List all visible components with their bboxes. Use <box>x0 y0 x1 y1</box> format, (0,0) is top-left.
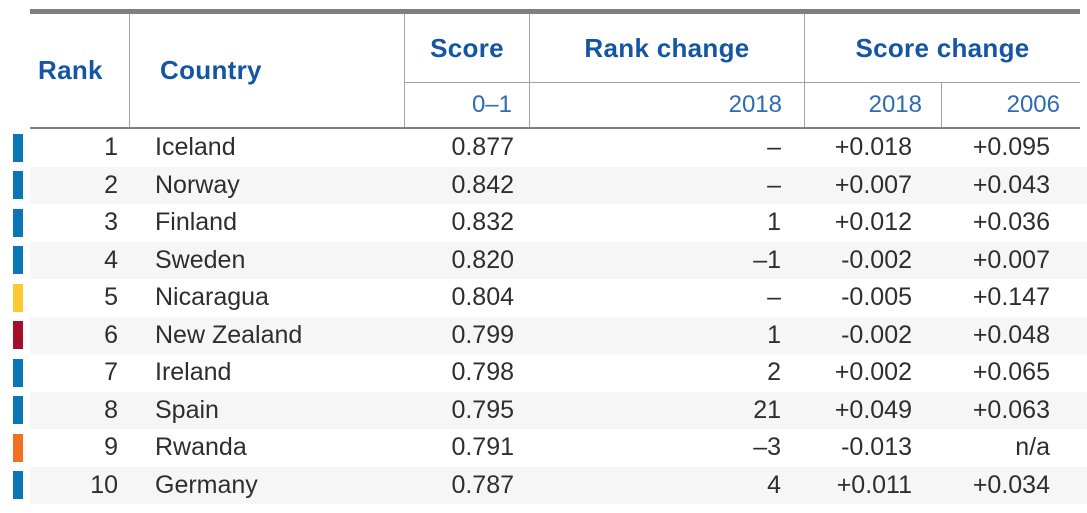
rank-cell: 2 <box>104 170 118 199</box>
rank-change-cell: 1 <box>767 208 781 237</box>
score-cell: 0.791 <box>451 433 514 462</box>
col-header-rank: Rank <box>30 14 130 127</box>
score-change-2018-cell: +0.018 <box>834 133 912 162</box>
table-top-rule <box>30 9 1080 14</box>
score-cell: 0.842 <box>451 170 514 199</box>
score-change-2006-cell: +0.043 <box>972 170 1050 199</box>
rank-cell: 5 <box>104 283 118 312</box>
score-change-2018-cell: -0.013 <box>841 433 912 462</box>
table-row: 10 Germany 0.787 4 +0.011 +0.034 <box>0 466 1087 504</box>
score-change-2006-cell: +0.095 <box>972 133 1050 162</box>
score-change-2006-cell: +0.007 <box>972 245 1050 274</box>
rank-change-cell: – <box>767 283 781 312</box>
country-cell: Spain <box>155 395 219 424</box>
table-row: 9 Rwanda 0.791 –3 -0.013 n/a <box>0 429 1087 467</box>
region-color-bar <box>13 396 23 425</box>
score-cell: 0.832 <box>451 208 514 237</box>
region-color-bar <box>13 246 23 275</box>
score-change-2018-cell: +0.007 <box>834 170 912 199</box>
score-change-2018-cell: +0.049 <box>834 395 912 424</box>
region-color-bar <box>13 283 23 312</box>
rank-cell: 6 <box>104 320 118 349</box>
score-change-2018-cell: +0.011 <box>836 470 912 499</box>
score-change-2018-cell: -0.002 <box>841 245 912 274</box>
rank-cell: 4 <box>104 245 118 274</box>
country-cell: New Zealand <box>155 320 303 349</box>
region-color-bar <box>13 471 23 500</box>
score-cell: 0.795 <box>451 395 514 424</box>
rank-cell: 9 <box>104 433 118 462</box>
rank-cell: 7 <box>104 358 118 387</box>
score-cell: 0.877 <box>451 133 514 162</box>
col-header-score-change: Score change <box>805 14 1080 83</box>
region-color-bar <box>13 208 23 237</box>
country-cell: Nicaragua <box>155 283 269 312</box>
rank-cell: 1 <box>104 133 118 162</box>
country-cell: Ireland <box>155 358 232 387</box>
country-cell: Rwanda <box>155 433 247 462</box>
table-row: 8 Spain 0.795 21 +0.049 +0.063 <box>0 391 1087 429</box>
rank-cell: 3 <box>104 208 118 237</box>
table-row: 6 New Zealand 0.799 1 -0.002 +0.048 <box>0 316 1087 354</box>
table-body: 1 Iceland 0.877 – +0.018 +0.095 2 Norway… <box>0 129 1087 504</box>
score-change-2006-cell: +0.063 <box>972 395 1050 424</box>
table-header: Rank Country Score 0–1 Rank change 2018 … <box>30 14 1080 129</box>
col-subheader-score-change-2018: 2018 <box>805 83 942 127</box>
rank-change-cell: – <box>767 133 781 162</box>
ranking-table-page: Rank Country Score 0–1 Rank change 2018 … <box>0 9 1087 513</box>
score-change-2006-cell: +0.065 <box>972 358 1050 387</box>
table-row: 2 Norway 0.842 – +0.007 +0.043 <box>0 166 1087 204</box>
score-change-2018-cell: +0.012 <box>834 208 912 237</box>
region-color-bar <box>13 433 23 462</box>
score-cell: 0.804 <box>451 283 514 312</box>
col-subheader-rank-change-2018: 2018 <box>530 83 805 127</box>
country-cell: Finland <box>155 208 237 237</box>
country-cell: Iceland <box>155 133 236 162</box>
score-change-2006-cell: +0.147 <box>972 283 1050 312</box>
rank-cell: 8 <box>104 395 118 424</box>
score-cell: 0.798 <box>451 358 514 387</box>
rank-cell: 10 <box>90 470 118 499</box>
rank-change-cell: 4 <box>767 470 781 499</box>
score-change-2006-cell: +0.034 <box>972 470 1050 499</box>
score-change-2006-cell: n/a <box>1015 433 1050 462</box>
score-cell: 0.820 <box>451 245 514 274</box>
col-header-country: Country <box>130 14 405 127</box>
score-change-2006-cell: +0.036 <box>972 208 1050 237</box>
country-cell: Sweden <box>155 245 246 274</box>
region-color-bar <box>13 171 23 200</box>
region-color-bar <box>13 321 23 350</box>
rank-change-cell: –1 <box>753 245 781 274</box>
score-cell: 0.799 <box>451 320 514 349</box>
score-change-2018-cell: +0.002 <box>834 358 912 387</box>
score-change-2006-cell: +0.048 <box>972 320 1050 349</box>
table-row: 4 Sweden 0.820 –1 -0.002 +0.007 <box>0 241 1087 279</box>
region-color-bar <box>13 133 23 162</box>
score-change-2018-cell: -0.002 <box>841 320 912 349</box>
rank-change-cell: –3 <box>753 433 781 462</box>
rank-change-cell: – <box>767 170 781 199</box>
country-cell: Norway <box>155 170 240 199</box>
col-header-rank-change: Rank change <box>530 14 805 83</box>
score-change-2018-cell: -0.005 <box>841 283 912 312</box>
score-cell: 0.787 <box>451 470 514 499</box>
col-subheader-score-range: 0–1 <box>405 83 530 127</box>
col-subheader-score-change-2006: 2006 <box>1006 91 1060 118</box>
region-color-bar <box>13 358 23 387</box>
rank-change-cell: 21 <box>753 395 781 424</box>
table-row: 7 Ireland 0.798 2 +0.002 +0.065 <box>0 354 1087 392</box>
country-cell: Germany <box>155 470 258 499</box>
table-row: 1 Iceland 0.877 – +0.018 +0.095 <box>0 129 1087 167</box>
rank-change-cell: 2 <box>767 358 781 387</box>
col-header-score: Score <box>405 14 530 83</box>
table-row: 3 Finland 0.832 1 +0.012 +0.036 <box>0 204 1087 242</box>
table-row: 5 Nicaragua 0.804 – -0.005 +0.147 <box>0 279 1087 317</box>
rank-change-cell: 1 <box>767 320 781 349</box>
